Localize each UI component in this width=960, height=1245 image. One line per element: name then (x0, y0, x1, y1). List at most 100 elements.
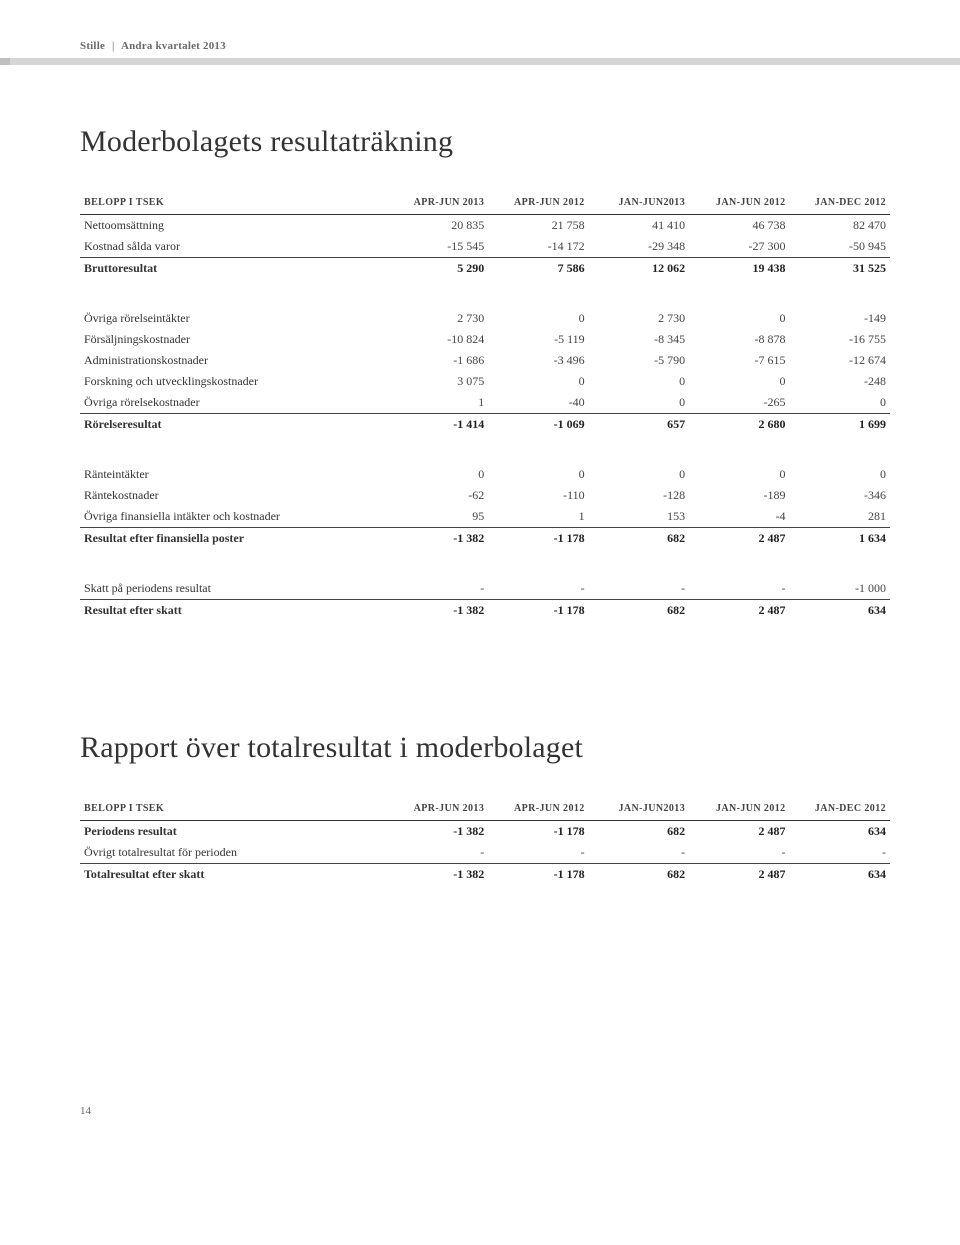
row-label: Bruttoresultat (80, 258, 388, 280)
row-value: -110 (488, 485, 588, 506)
table-row: Totalresultat efter skatt-1 382-1 178682… (80, 864, 890, 886)
row-value: -1 382 (388, 600, 488, 622)
separator: | (112, 40, 115, 52)
row-value: 0 (790, 464, 890, 485)
row-value: -10 824 (388, 329, 488, 350)
row-value: 0 (388, 464, 488, 485)
row-label: Övriga rörelseintäkter (80, 308, 388, 329)
row-value: -8 878 (689, 329, 789, 350)
row-value: 0 (689, 371, 789, 392)
row-value: -15 545 (388, 236, 488, 258)
row-value: -3 496 (488, 350, 588, 371)
row-value: -50 945 (790, 236, 890, 258)
row-label: Administrationskostnader (80, 350, 388, 371)
row-value: -27 300 (689, 236, 789, 258)
row-value: 682 (589, 864, 689, 886)
table-row: Resultat efter skatt-1 382-1 1786822 487… (80, 600, 890, 622)
row-value: -12 674 (790, 350, 890, 371)
table-row: Resultat efter finansiella poster-1 382-… (80, 528, 890, 550)
row-value: -1 382 (388, 821, 488, 843)
row-value: -7 615 (689, 350, 789, 371)
row-value: 2 487 (689, 528, 789, 550)
table-header-row: BELOPP I TSEK APR-JUN 2013 APR-JUN 2012 … (80, 189, 890, 215)
row-value: 21 758 (488, 215, 588, 237)
row-label: Övriga rörelsekostnader (80, 392, 388, 414)
row-value: 0 (689, 308, 789, 329)
row-value: -1 382 (388, 528, 488, 550)
row-value: 0 (488, 308, 588, 329)
row-label: Övriga finansiella intäkter och kostnade… (80, 506, 388, 528)
row-value: -1 414 (388, 414, 488, 436)
row-value: -248 (790, 371, 890, 392)
row-value: - (589, 842, 689, 864)
table-row: Övrigt totalresultat för perioden----- (80, 842, 890, 864)
brand-name: Stille (80, 40, 105, 52)
row-value: 0 (488, 464, 588, 485)
col-period: JAN-DEC 2012 (790, 795, 890, 821)
row-label: Resultat efter skatt (80, 600, 388, 622)
section-title-1: Moderbolagets resultaträkning (80, 125, 890, 159)
row-value: 19 438 (689, 258, 789, 280)
comprehensive-income-table: BELOPP I TSEK APR-JUN 2013 APR-JUN 2012 … (80, 795, 890, 885)
row-value: 20 835 (388, 215, 488, 237)
col-period: JAN-JUN2013 (589, 795, 689, 821)
row-label: Kostnad sålda varor (80, 236, 388, 258)
row-value: 46 738 (689, 215, 789, 237)
row-value: 12 062 (589, 258, 689, 280)
col-period: APR-JUN 2013 (388, 189, 488, 215)
row-value: 0 (589, 464, 689, 485)
row-label: Försäljningskostnader (80, 329, 388, 350)
row-value: -1 178 (488, 600, 588, 622)
table-row: Övriga rörelsekostnader1-400-2650 (80, 392, 890, 414)
row-value: - (790, 842, 890, 864)
row-label: Skatt på periodens resultat (80, 578, 388, 600)
row-value: 0 (589, 392, 689, 414)
row-value: -40 (488, 392, 588, 414)
row-value: 634 (790, 864, 890, 886)
row-label: Periodens resultat (80, 821, 388, 843)
row-value: 1 (388, 392, 488, 414)
table-row: Forskning och utvecklingskostnader3 0750… (80, 371, 890, 392)
col-period: APR-JUN 2013 (388, 795, 488, 821)
row-value: 0 (689, 464, 789, 485)
table-row: Periodens resultat-1 382-1 1786822 48763… (80, 821, 890, 843)
row-value: 682 (589, 821, 689, 843)
row-value: -1 000 (790, 578, 890, 600)
row-value: 7 586 (488, 258, 588, 280)
row-value: -4 (689, 506, 789, 528)
row-value: 2 730 (589, 308, 689, 329)
table-row: Rörelseresultat-1 414-1 0696572 6801 699 (80, 414, 890, 436)
row-value: 1 699 (790, 414, 890, 436)
row-value: - (488, 578, 588, 600)
row-value: -149 (790, 308, 890, 329)
row-value: -1 178 (488, 821, 588, 843)
row-value: 95 (388, 506, 488, 528)
table-row: Räntekostnader-62-110-128-189-346 (80, 485, 890, 506)
col-period: JAN-DEC 2012 (790, 189, 890, 215)
row-value: 5 290 (388, 258, 488, 280)
row-value: -5 790 (589, 350, 689, 371)
section-title-2: Rapport över totalresultat i moderbolage… (80, 731, 890, 765)
row-value: -5 119 (488, 329, 588, 350)
row-value: 634 (790, 821, 890, 843)
row-value: - (589, 578, 689, 600)
col-label: BELOPP I TSEK (80, 795, 388, 821)
row-value: 0 (488, 371, 588, 392)
col-period: JAN-JUN 2012 (689, 189, 789, 215)
page: Stille | Andra kvartalet 2013 Moderbolag… (0, 0, 960, 1177)
table-row: Administrationskostnader-1 686-3 496-5 7… (80, 350, 890, 371)
row-value: -29 348 (589, 236, 689, 258)
row-value: 3 075 (388, 371, 488, 392)
row-value: 682 (589, 600, 689, 622)
income-statement-table: BELOPP I TSEK APR-JUN 2013 APR-JUN 2012 … (80, 189, 890, 621)
spacer-row (80, 435, 890, 464)
row-label: Totalresultat efter skatt (80, 864, 388, 886)
row-label: Resultat efter finansiella poster (80, 528, 388, 550)
row-value: 2 487 (689, 821, 789, 843)
row-label: Ränteintäkter (80, 464, 388, 485)
row-value: 2 487 (689, 864, 789, 886)
row-value: 1 634 (790, 528, 890, 550)
table-header-row: BELOPP I TSEK APR-JUN 2013 APR-JUN 2012 … (80, 795, 890, 821)
header-rule (0, 58, 960, 65)
page-number: 14 (80, 1105, 890, 1117)
